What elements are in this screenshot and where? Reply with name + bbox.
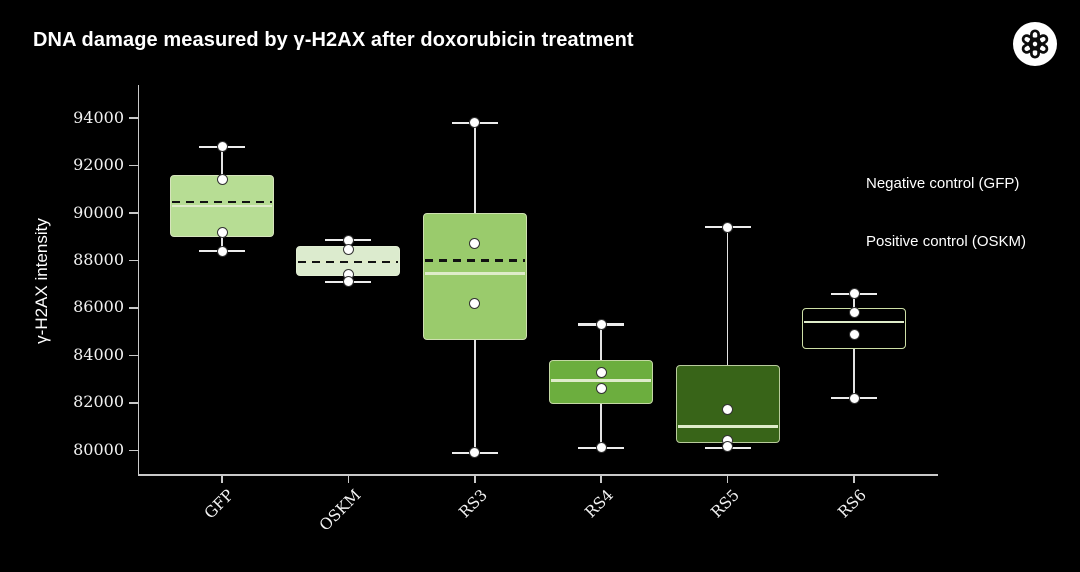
x-tick-label: GFP: [115, 486, 237, 522]
x-tick-mark: [853, 475, 855, 483]
x-tick-mark: [474, 475, 476, 483]
data-point-RS6: [848, 328, 860, 340]
data-point-RS4: [595, 319, 607, 331]
data-point-RS4: [595, 366, 607, 378]
y-tick-mark: [129, 212, 138, 214]
y-tick-mark: [129, 117, 138, 119]
x-tick-label: RS4: [494, 486, 616, 521]
whisker-upper-RS6: [853, 293, 855, 308]
y-tick-mark: [129, 354, 138, 357]
data-point-RS3: [469, 447, 481, 459]
x-tick-label: OSKM: [241, 486, 364, 535]
data-point-GFP: [216, 226, 228, 238]
data-point-RS4: [595, 383, 607, 395]
data-point-RS3: [469, 297, 481, 309]
data-point-RS5: [722, 441, 734, 453]
data-point-GFP: [216, 141, 228, 153]
y-tick-label: 88000: [73, 250, 124, 270]
y-tick-mark: [129, 307, 138, 309]
median-line-RS5: [677, 425, 778, 428]
y-tick-label: 86000: [73, 297, 124, 317]
data-point-RS4: [595, 442, 607, 454]
whisker-lower-GFP: [221, 236, 223, 252]
x-tick-mark: [726, 475, 729, 483]
y-tick-mark: [129, 449, 138, 452]
mean-line-OSKM: [298, 260, 399, 263]
x-axis-spine: [137, 474, 938, 476]
data-point-GFP: [216, 174, 228, 186]
x-tick-label: RS3: [368, 486, 490, 521]
data-point-RS5: [722, 404, 734, 416]
category-label-oskm: OSKM: [315, 486, 365, 535]
data-point-OSKM: [342, 276, 354, 288]
mean-line-GFP: [172, 201, 272, 204]
median-line-RS4: [551, 379, 652, 382]
y-tick-mark: [129, 259, 138, 262]
whisker-upper-RS4: [600, 324, 602, 361]
y-tick-mark: [129, 402, 138, 404]
y-tick-label: 80000: [73, 439, 124, 459]
y-tick-label: 84000: [73, 344, 124, 364]
box-RS3: [422, 213, 527, 340]
x-tick-mark: [600, 475, 602, 483]
y-tick-label: 82000: [73, 392, 124, 412]
whisker-lower-RS4: [600, 404, 602, 448]
data-point-OSKM: [342, 244, 354, 256]
category-label-rs4: RS4: [581, 486, 617, 522]
whisker-lower-RS6: [853, 349, 855, 399]
whisker-upper-RS5: [726, 227, 729, 365]
y-tick-mark: [129, 164, 138, 167]
y-tick-label: 90000: [73, 202, 124, 222]
x-tick-label: RS5: [621, 486, 743, 521]
annotation-positive-control: Positive control (OSKM): [866, 233, 1027, 250]
data-point-RS5: [722, 221, 734, 233]
median-line-RS3: [424, 272, 525, 275]
y-tick-label: 94000: [73, 107, 124, 127]
whisker-upper-GFP: [221, 146, 223, 176]
y-tick-label: 92000: [73, 155, 124, 175]
data-point-RS6: [848, 392, 860, 404]
category-label-rs6: RS6: [834, 486, 870, 522]
openai-flower-icon: [1021, 29, 1049, 59]
y-axis-spine: [137, 85, 139, 476]
x-tick-label: RS6: [747, 486, 869, 521]
box-RS5: [675, 364, 780, 444]
data-point-GFP: [216, 245, 228, 257]
category-label-gfp: GFP: [201, 486, 238, 523]
whisker-upper-RS3: [474, 122, 476, 214]
data-point-RS3: [469, 238, 481, 250]
chart-title: DNA damage measured by γ-H2AX after doxo…: [33, 29, 634, 51]
data-point-RS3: [469, 117, 481, 129]
data-point-RS6: [848, 288, 860, 300]
category-label-rs5: RS5: [707, 486, 744, 522]
annotation-negative-control: Negative control (GFP): [866, 175, 1020, 192]
mean-line-RS3: [424, 259, 525, 262]
whisker-lower-RS3: [474, 339, 476, 453]
category-label-rs3: RS3: [455, 486, 491, 522]
data-point-RS6: [848, 307, 860, 319]
x-tick-mark: [221, 475, 223, 483]
x-tick-mark: [347, 475, 350, 483]
openai-logo: [1013, 22, 1057, 66]
median-line-GFP: [172, 204, 272, 208]
median-line-RS6: [804, 320, 904, 324]
